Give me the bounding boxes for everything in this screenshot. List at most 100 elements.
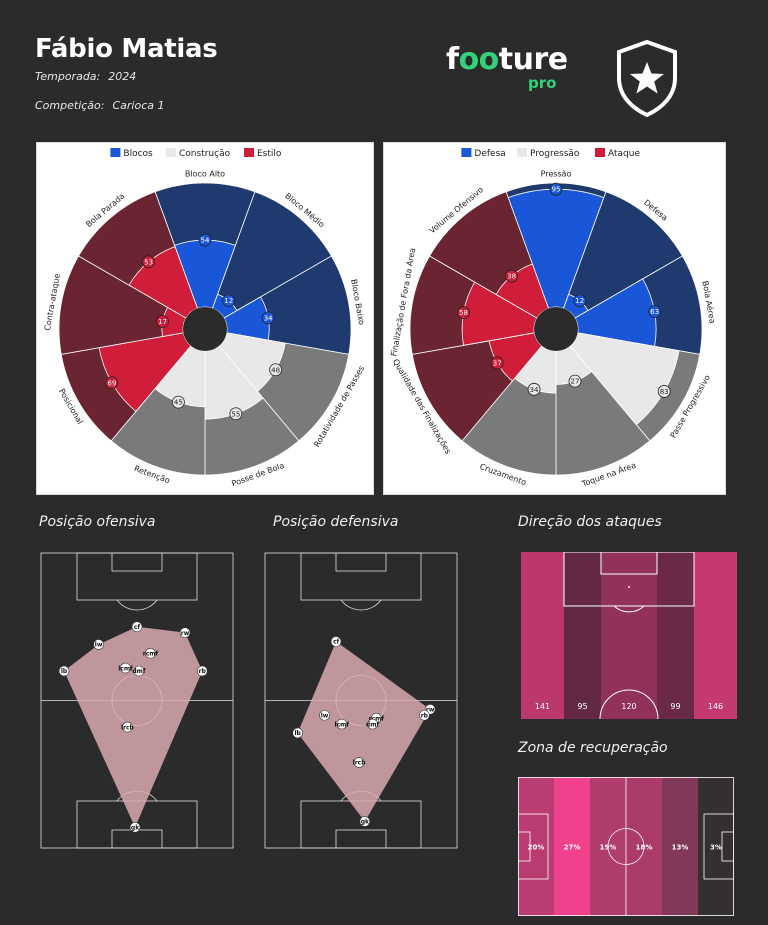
player-marker-lw bbox=[93, 639, 104, 650]
player-label-rw: rw bbox=[181, 630, 190, 637]
player-label-rb: rb bbox=[199, 668, 207, 675]
center-hole bbox=[183, 307, 227, 351]
value-label-posse-de-bola: 55 bbox=[231, 410, 240, 418]
lane-1 bbox=[521, 552, 564, 719]
competition-label: Competição: bbox=[35, 99, 105, 112]
player-marker-cf bbox=[131, 621, 143, 633]
player-label-gk: gk bbox=[131, 825, 140, 832]
right-goal-box bbox=[721, 831, 734, 862]
player-marker-lrcb bbox=[122, 721, 133, 733]
value-badge-bloco-medio bbox=[222, 294, 236, 308]
radial-chart-style: Blocos Construção Estilo 54 Bloco Alto 12 Bloc… bbox=[37, 143, 373, 494]
player-label-lw: lw bbox=[321, 712, 329, 719]
player-label-rw: rw bbox=[426, 707, 435, 714]
player-label-lw: lw bbox=[95, 642, 103, 649]
value-badge-defesa bbox=[573, 294, 587, 308]
left-goal-box bbox=[518, 831, 531, 862]
legend-label-defesa: Defesa bbox=[474, 149, 505, 159]
value-badge-rotatividade-de-passes bbox=[269, 363, 282, 377]
lane-5 bbox=[694, 552, 737, 719]
player-label-lrcb: lrcb bbox=[353, 760, 367, 767]
right-penalty-box bbox=[703, 813, 734, 880]
player-label-gk: gk bbox=[361, 819, 370, 826]
value-badge-pressao bbox=[549, 182, 563, 196]
zone-2 bbox=[554, 777, 590, 916]
value-badge-posse-de-bola bbox=[229, 407, 243, 421]
player-marker-rb bbox=[419, 709, 430, 721]
attack-direction-title: Direção dos ataques bbox=[518, 514, 662, 530]
legend-label-ataque: Ataque bbox=[608, 149, 640, 159]
zone-5 bbox=[662, 777, 698, 916]
radial-panel-style: Blocos Construção Estilo 54 Bloco Alto 12 Bloc… bbox=[36, 142, 374, 495]
lane-label-3: 120 bbox=[621, 702, 636, 711]
player-marker-gk bbox=[359, 816, 371, 827]
player-marker-lw bbox=[319, 709, 330, 721]
star-shield-icon bbox=[617, 39, 677, 118]
value-label-pressao: 95 bbox=[552, 186, 561, 194]
bottom-goal-box bbox=[335, 829, 387, 849]
value-badge-retencao bbox=[171, 395, 185, 409]
player-label-lrcb: lrcb bbox=[121, 724, 135, 731]
value-label-defesa: 12 bbox=[575, 297, 584, 305]
bottom-goal-box bbox=[111, 829, 163, 849]
pitch-lines bbox=[563, 552, 695, 719]
penalty-arc bbox=[613, 605, 645, 613]
team-shape bbox=[297, 641, 431, 822]
value-label-bola-aerea: 63 bbox=[650, 308, 659, 316]
value-badge-toque-na-area bbox=[568, 374, 582, 388]
player-label-rcmf: rcmf bbox=[143, 651, 159, 658]
legend-swatch-defesa bbox=[461, 148, 472, 157]
player-marker-lb bbox=[292, 727, 303, 739]
season-label: Temporada: bbox=[35, 70, 101, 83]
player-label-dmf: dmf bbox=[366, 721, 380, 728]
value-label-bola-parada: 53 bbox=[144, 258, 153, 266]
player-marker-lcmf bbox=[120, 662, 131, 674]
lane-label-2: 95 bbox=[577, 702, 587, 711]
player-marker-rb bbox=[196, 665, 208, 677]
value-label-bloco-baixo: 34 bbox=[264, 314, 273, 322]
zone-label-2: 27% bbox=[564, 844, 581, 852]
legend-swatch-estilo bbox=[244, 148, 254, 157]
top-penalty-arc bbox=[340, 599, 382, 611]
top-goal-box bbox=[335, 552, 387, 572]
footure-logo: footure bbox=[446, 42, 568, 77]
left-penalty-box bbox=[518, 813, 549, 880]
lane-label-1: 141 bbox=[535, 702, 550, 711]
value-label-finalizacao-de-fora-da-area: 58 bbox=[459, 309, 468, 317]
legend-swatch-progressao bbox=[517, 148, 527, 157]
player-label-lcmf: lcmf bbox=[335, 721, 350, 728]
zone-label-5: 13% bbox=[672, 844, 689, 852]
value-badge-bloco-alto bbox=[198, 233, 212, 247]
player-name: Fábio Matias bbox=[35, 34, 218, 64]
value-badge-passe-progressivo bbox=[657, 385, 671, 398]
player-label-cf: cf bbox=[134, 624, 141, 631]
player-marker-gk bbox=[129, 822, 141, 833]
value-badge-bola-parada bbox=[142, 255, 156, 269]
player-marker-rcmf bbox=[145, 648, 156, 659]
value-badge-volume-ofensivo bbox=[505, 269, 518, 283]
top-penalty-arc bbox=[116, 599, 158, 611]
recovery-zone-heatmap: 20% 27% 19% 18% 13% 3% bbox=[518, 777, 734, 916]
legend-swatch-construcao bbox=[166, 148, 176, 157]
value-label-volume-ofensivo: 38 bbox=[507, 273, 516, 281]
lane-3 bbox=[601, 552, 657, 719]
player-marker-lb bbox=[58, 665, 70, 677]
value-label-posicional: 69 bbox=[107, 379, 116, 387]
penalty-spot bbox=[628, 586, 630, 588]
value-label-passe-progressivo: 83 bbox=[660, 388, 669, 396]
team-shape bbox=[64, 626, 203, 828]
top-goal-box bbox=[111, 552, 163, 572]
value-label-retencao: 45 bbox=[174, 399, 183, 407]
value-label-contra-ataque: 17 bbox=[158, 318, 167, 326]
lane-label-5: 146 bbox=[708, 702, 723, 711]
value-badge-bloco-baixo bbox=[261, 311, 275, 325]
legend-label-blocos: Blocos bbox=[123, 149, 153, 159]
top-penalty-box bbox=[300, 552, 422, 601]
defensive-position-title: Posição defensiva bbox=[273, 514, 399, 530]
lane-4 bbox=[657, 552, 694, 719]
value-badge-posicional bbox=[105, 376, 119, 390]
player-label-dmf: dmf bbox=[132, 668, 146, 675]
pitch-lines bbox=[518, 777, 734, 916]
goal-box bbox=[600, 552, 658, 575]
